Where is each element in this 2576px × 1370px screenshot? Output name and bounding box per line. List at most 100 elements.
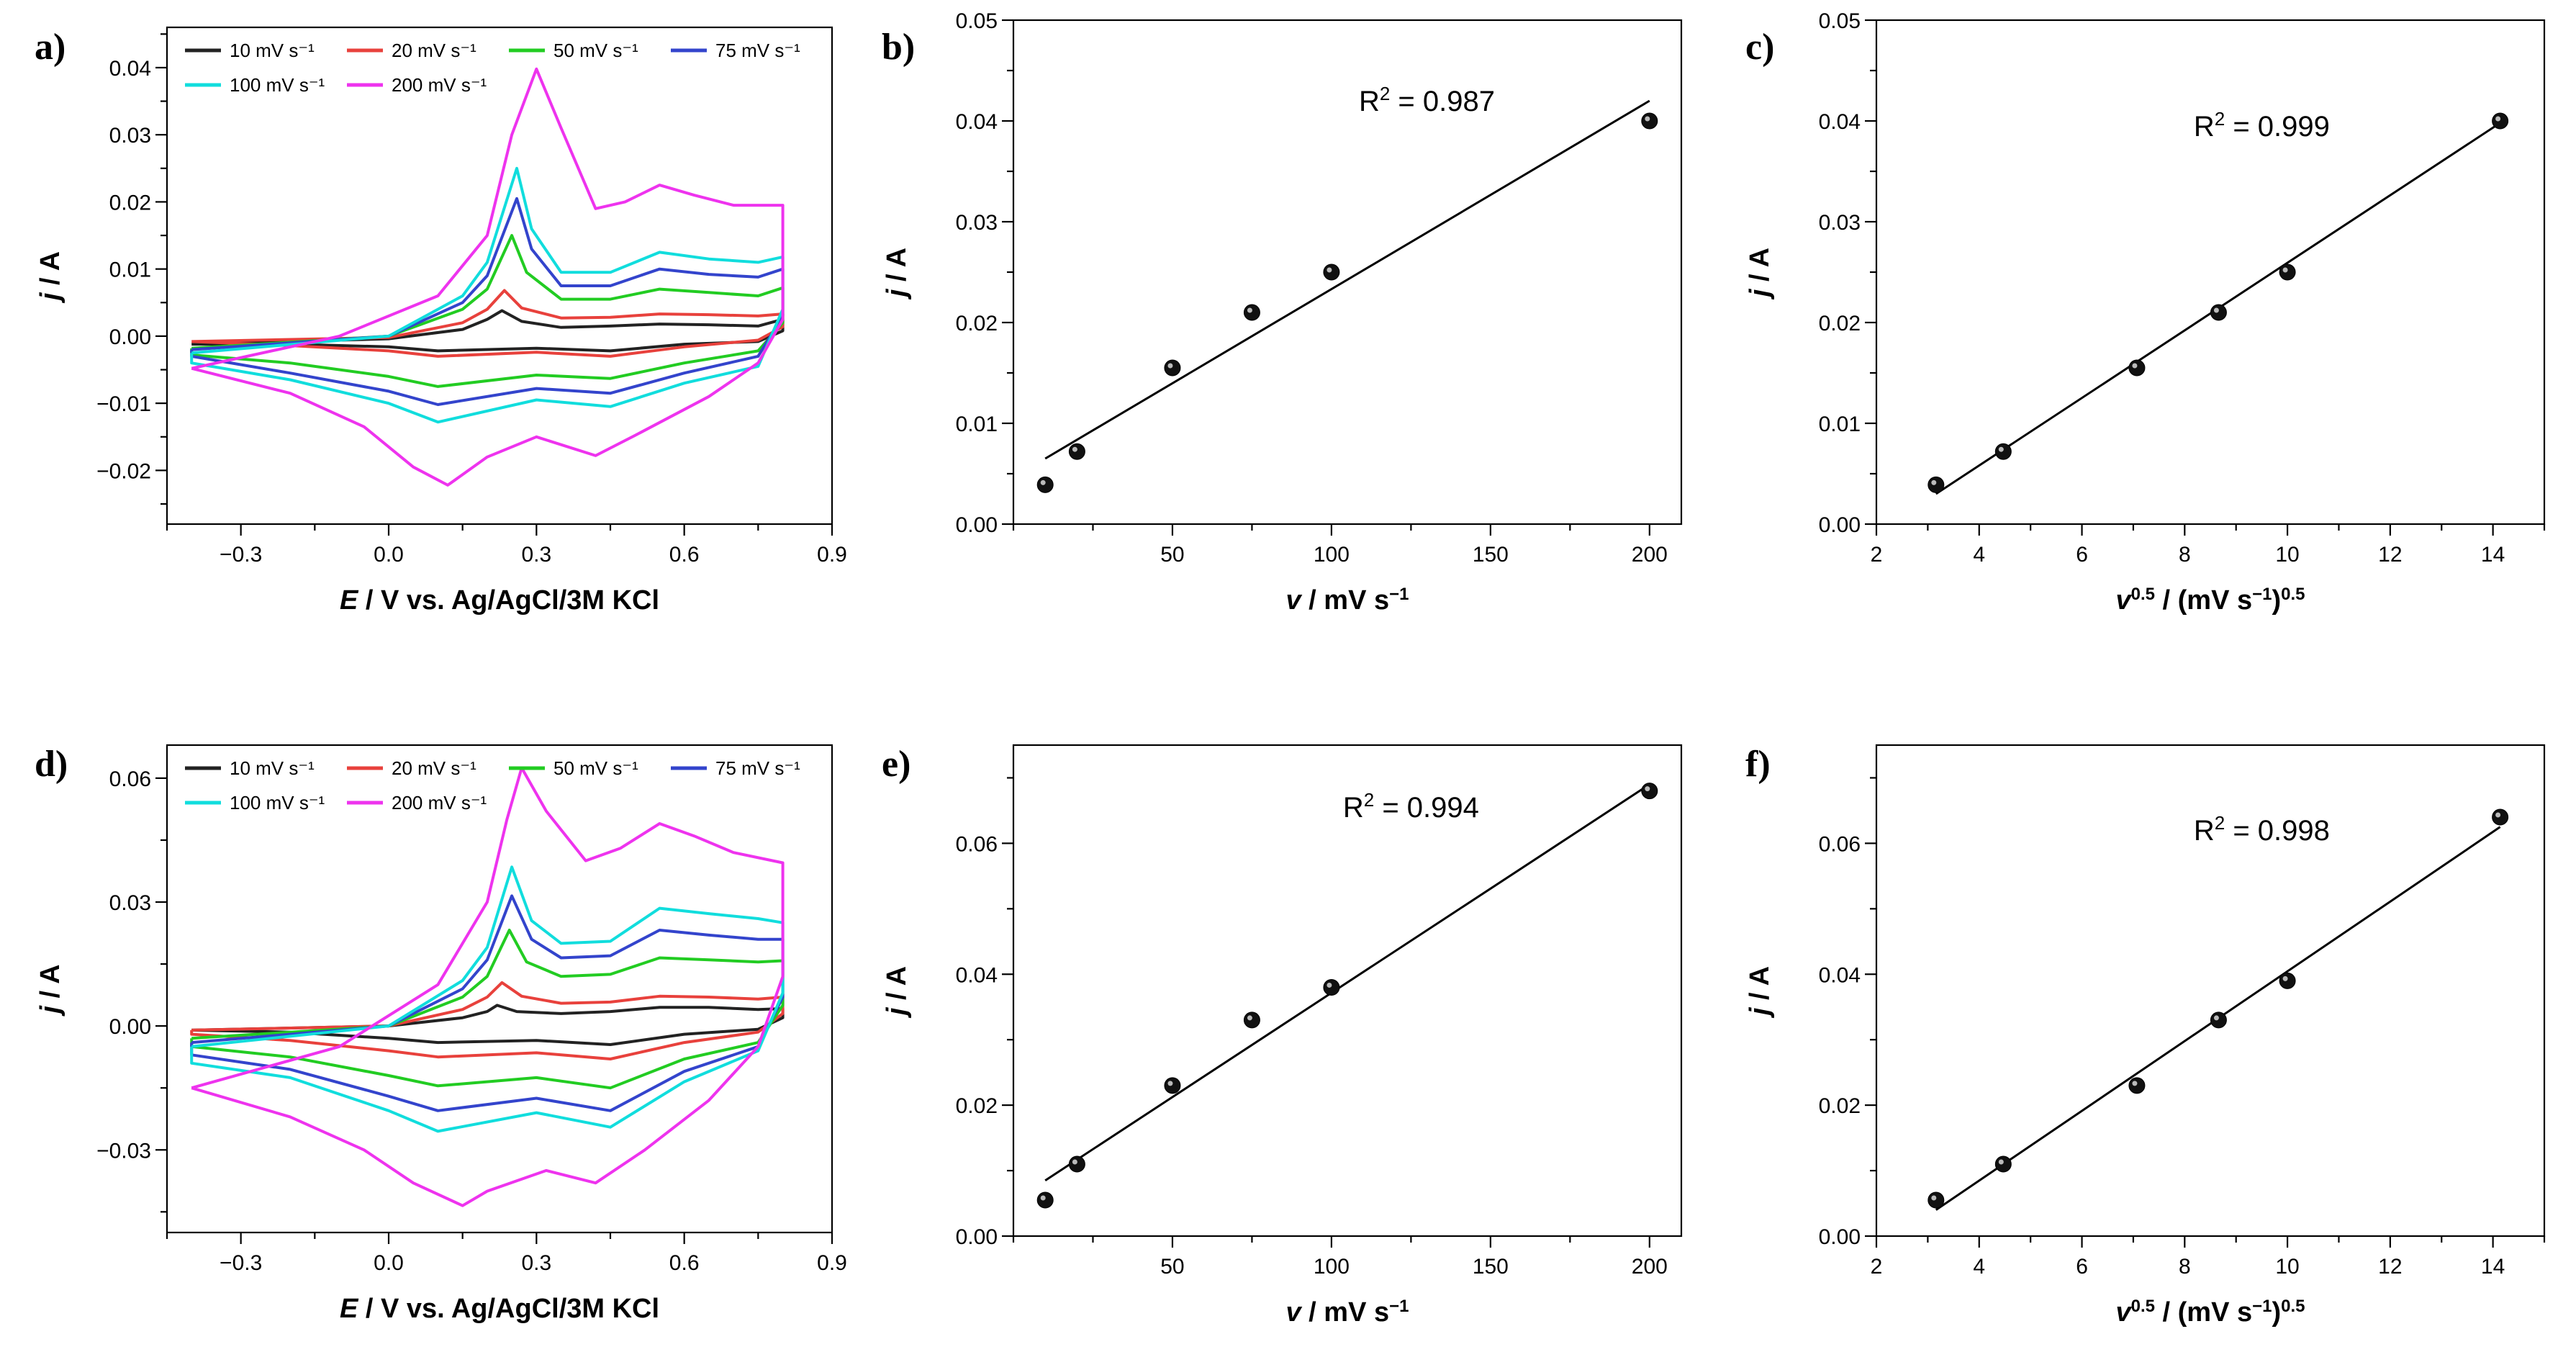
y-tick-label: 0.00 (1819, 1225, 1861, 1249)
r-squared-superscript: 2 (1380, 83, 1390, 104)
legend-label: 10 mV s⁻¹ (230, 40, 315, 61)
legend-label: 20 mV s⁻¹ (392, 757, 476, 779)
panel-c: c)2 4 6 8 10 12 140.000.010.020.030.040.05v0.5… (1745, 9, 2546, 616)
x-tick-label: 12 (2378, 1255, 2402, 1279)
x-tick-label: 50 (1160, 1255, 1184, 1279)
x-tick-label: 0.0 (374, 1251, 404, 1275)
fit-line (1044, 783, 1650, 1181)
x-axis-label-superscript: 0.5 (2281, 585, 2305, 604)
x-tick-label: 0.0 (374, 543, 404, 567)
y-tick-label: 0.06 (956, 832, 998, 856)
plot-frame (1012, 744, 1683, 1238)
x-tick-label: 50 (1160, 543, 1184, 567)
x-axis-label-superscript: −1 (1389, 585, 1409, 604)
y-tick-label: 0.00 (1819, 513, 1861, 537)
data-point-highlight (1167, 363, 1173, 369)
x-axis-label-text: / (mV s (2155, 1297, 2252, 1328)
data-point (1164, 1077, 1181, 1094)
y-axis-label-text: / A (882, 966, 912, 1008)
series-curve (190, 981, 785, 1060)
y-axis-label: j / A (1745, 966, 1775, 1019)
data-point (1164, 359, 1181, 377)
data-point (1641, 783, 1658, 800)
x-axis-label-superscript: −1 (2252, 585, 2272, 604)
data-point (1036, 1191, 1054, 1209)
y-axis-label-symbol: j (1745, 288, 1775, 300)
x-tick-label: 200 (1632, 1255, 1668, 1279)
legend-label: 75 mV s⁻¹ (715, 40, 800, 61)
y-axis-label-text: / A (35, 964, 65, 1006)
y-tick-label: 0.05 (956, 9, 998, 33)
x-axis-label-text: / mV s (1301, 585, 1390, 616)
y-tick-label: 0.00 (956, 513, 998, 537)
y-tick-label: 0.00 (109, 1015, 151, 1039)
data-point-highlight (2495, 116, 2501, 122)
y-tick-label: −0.01 (96, 392, 151, 416)
data-point-highlight (1998, 446, 2004, 452)
r-squared-superscript: 2 (2215, 108, 2225, 130)
x-tick-label: 0.3 (521, 543, 551, 567)
legend-label: 100 mV s⁻¹ (230, 74, 325, 96)
data-point-highlight (1040, 479, 1046, 485)
data-point-highlight (1072, 1159, 1077, 1165)
r-squared-value: = 0.998 (2225, 815, 2330, 847)
data-point-highlight (1931, 479, 1937, 485)
x-axis-label-superscript: 0.5 (2131, 1297, 2155, 1316)
series-curve (191, 766, 785, 1207)
data-point-highlight (1072, 446, 1077, 452)
y-tick-label: 0.02 (109, 191, 151, 215)
x-tick-label: −0.3 (220, 543, 262, 567)
y-axis-label-symbol: j (882, 288, 912, 300)
x-tick-label: 150 (1473, 543, 1509, 567)
panel-b: b) 50 100 150 200 0.00 0.01 0.02 0.03 0.04 0.05 v /… (882, 9, 1683, 616)
data-point-highlight (2213, 1015, 2219, 1021)
y-axis-label: j / A (882, 966, 912, 1019)
y-tick-label: 0.04 (1819, 963, 1861, 987)
data-point-highlight (1645, 116, 1650, 122)
data-point (1928, 1191, 1945, 1209)
legend-label: 75 mV s⁻¹ (715, 757, 800, 779)
x-tick-label: 4 (1973, 543, 1985, 567)
x-tick-label: 12 (2378, 543, 2402, 567)
x-axis-label-symbol: E (340, 1294, 359, 1324)
y-tick-label: 0.02 (956, 312, 998, 335)
y-tick-label: 0.03 (109, 891, 151, 915)
series-curve (190, 929, 785, 1090)
data-point (2128, 1077, 2146, 1094)
data-point-highlight (1040, 1195, 1046, 1201)
plot-frame (1012, 19, 1683, 526)
y-tick-label: 0.03 (956, 211, 998, 235)
x-axis-label: E / V vs. Ag/AgCl/3M KCl (340, 585, 659, 616)
y-tick-label: 0.04 (956, 963, 998, 987)
data-point (2210, 1011, 2227, 1029)
data-point (2279, 972, 2296, 989)
panel-e: e) 50 100 150 200 0.00 0.02 0.04 0.06 v / mV s−1 j… (882, 744, 1683, 1328)
x-tick-label: 0.9 (817, 543, 847, 567)
x-tick-label: 10 (2275, 543, 2299, 567)
y-axis-label: j / A (35, 251, 65, 304)
panel-label: d) (35, 744, 68, 785)
data-point (2492, 808, 2509, 826)
legend-label: 100 mV s⁻¹ (230, 792, 325, 814)
y-tick-label: 0.02 (1819, 312, 1861, 335)
y-axis-label-text: / A (35, 251, 65, 293)
data-point-highlight (1645, 786, 1650, 792)
legend-label: 10 mV s⁻¹ (230, 757, 315, 779)
data-point-highlight (2282, 975, 2288, 981)
series-curve (190, 865, 785, 1133)
y-tick-label: 0.03 (1819, 211, 1861, 235)
y-tick-label: −0.03 (96, 1139, 151, 1163)
data-point (2279, 263, 2296, 281)
y-tick-label: 0.05 (1819, 9, 1861, 33)
data-point (1068, 1155, 1085, 1173)
x-tick-label: 4 (1973, 1255, 1985, 1279)
series-curve (190, 894, 785, 1112)
y-tick-label: 0.00 (109, 325, 151, 349)
y-tick-label: 0.06 (1819, 832, 1861, 856)
r-squared-superscript: 2 (2215, 812, 2225, 834)
legend-label: 20 mV s⁻¹ (392, 40, 476, 61)
x-tick-label: 200 (1632, 543, 1668, 567)
x-tick-label: 100 (1314, 543, 1350, 567)
data-point (1036, 476, 1054, 493)
